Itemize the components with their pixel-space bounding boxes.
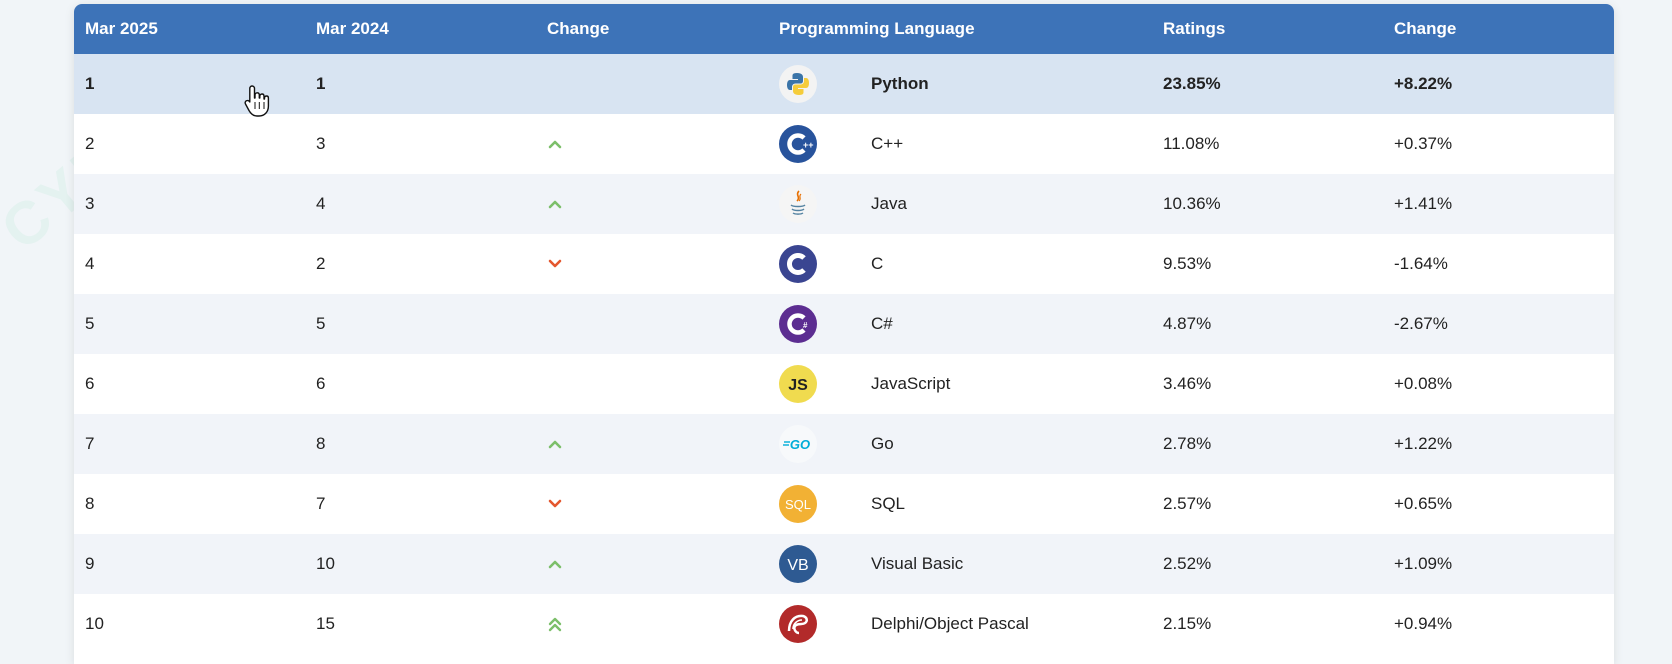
trend-double-up-icon [548, 617, 562, 632]
rating-change: +0.65% [1394, 494, 1453, 513]
header-mar-2024[interactable]: Mar 2024 [316, 19, 389, 38]
rating-change: +0.94% [1394, 614, 1453, 633]
rating-value: 9.53% [1163, 254, 1212, 273]
table-row[interactable]: 2 3 ++ C++ 11.08% +0.37% [74, 114, 1614, 174]
rank-2024: 4 [316, 194, 326, 213]
rating-change: -1.64% [1394, 254, 1448, 273]
rank-2025: 5 [85, 314, 95, 333]
rating-value: 11.08% [1163, 134, 1220, 153]
rank-2025: 1 [85, 74, 95, 93]
rating-change: +1.41% [1394, 194, 1453, 213]
rating-value: 2.57% [1163, 494, 1212, 513]
rating-value: 10.36% [1163, 194, 1221, 213]
rank-2024: 2 [316, 254, 326, 273]
rank-2024: 8 [316, 434, 326, 453]
table-row[interactable]: 3 4 Java 10.36% +1.41% [74, 174, 1614, 234]
rank-2025: 3 [85, 194, 95, 213]
language-name[interactable]: SQL [871, 494, 906, 513]
rating-value: 2.52% [1163, 554, 1212, 573]
rank-2024: 15 [316, 614, 335, 633]
delphi-icon [779, 605, 817, 643]
language-name[interactable]: JavaScript [871, 374, 951, 393]
rating-value: 23.85% [1163, 74, 1221, 93]
rank-2025: 9 [85, 554, 95, 573]
header-mar-2025[interactable]: Mar 2025 [85, 19, 158, 38]
c-icon [779, 245, 817, 283]
language-name[interactable]: Go [871, 434, 894, 453]
rank-2025: 8 [85, 494, 95, 513]
csharp-icon: # [779, 305, 817, 343]
sql-icon: SQL [779, 485, 817, 523]
rating-change: +1.22% [1394, 434, 1453, 453]
trend-down-icon [548, 259, 562, 268]
table-header: Mar 2025 Mar 2024 Change Programming Lan… [74, 4, 1614, 54]
language-name[interactable]: Delphi/Object Pascal [871, 614, 1029, 633]
svg-text:++: ++ [803, 140, 814, 150]
rank-2024: 7 [316, 494, 326, 513]
rank-2024: 5 [316, 314, 326, 333]
trend-up-icon [548, 440, 562, 449]
trend-up-icon [548, 200, 562, 209]
language-name[interactable]: C [871, 254, 884, 273]
table-row[interactable]: 8 7 SQL SQL 2.57% +0.65% [74, 474, 1614, 534]
table-row[interactable]: 9 10 VB Visual Basic 2.52% +1.09% [74, 534, 1614, 594]
rank-2024: 3 [316, 134, 326, 153]
go-icon: GO [779, 425, 817, 463]
rating-change: -2.67% [1394, 314, 1448, 333]
rating-change: +1.09% [1394, 554, 1453, 573]
language-name[interactable]: Python [871, 74, 929, 93]
table-row[interactable]: 4 2 C 9.53% -1.64% [74, 234, 1614, 294]
language-name[interactable]: Visual Basic [871, 554, 964, 573]
rank-2025: 6 [85, 374, 95, 393]
rating-value: 4.87% [1163, 314, 1212, 333]
table-row[interactable]: 1 1 Python 23.85% +8.22% [74, 54, 1614, 114]
hand-cursor-icon [244, 85, 270, 117]
language-name[interactable]: Java [871, 194, 907, 213]
svg-text:GO: GO [790, 437, 810, 452]
header-change-percent[interactable]: Change [1394, 19, 1457, 38]
table-row[interactable]: 7 8 GO Go 2.78% +1.22% [74, 414, 1614, 474]
rank-2024: 6 [316, 374, 326, 393]
rating-value: 2.78% [1163, 434, 1212, 453]
rank-2025: 10 [85, 614, 104, 633]
rating-value: 3.46% [1163, 374, 1212, 393]
svg-text:SQL: SQL [785, 497, 811, 512]
header-change[interactable]: Change [547, 19, 610, 38]
table-row[interactable]: 6 6 JS JavaScript 3.46% +0.08% [74, 354, 1614, 414]
trend-up-icon [548, 140, 562, 149]
rating-change: +8.22% [1394, 74, 1453, 93]
rank-2025: 2 [85, 134, 95, 153]
svg-text:VB: VB [787, 557, 808, 574]
trend-down-icon [548, 499, 562, 508]
rank-2024: 10 [316, 554, 335, 573]
rating-change: +0.37% [1394, 134, 1453, 153]
visualbasic-icon: VB [779, 545, 817, 583]
svg-text:#: # [803, 321, 808, 330]
rank-2025: 7 [85, 434, 95, 453]
language-name[interactable]: C# [871, 314, 893, 333]
java-icon [779, 185, 817, 223]
header-ratings[interactable]: Ratings [1163, 19, 1226, 38]
table-row[interactable]: 10 15 Delphi/Object Pascal 2.15% +0.94% [74, 594, 1614, 654]
rating-value: 2.15% [1163, 614, 1212, 633]
header-programming-language[interactable]: Programming Language [779, 19, 975, 38]
svg-text:JS: JS [788, 377, 808, 394]
javascript-icon: JS [779, 365, 817, 403]
language-ranking-table: Mar 2025 Mar 2024 Change Programming Lan… [74, 4, 1614, 664]
python-icon [779, 65, 817, 103]
language-name[interactable]: C++ [871, 134, 904, 153]
table-row[interactable]: 5 5 # C# 4.87% -2.67% [74, 294, 1614, 354]
rank-2024: 1 [316, 74, 326, 93]
rating-change: +0.08% [1394, 374, 1453, 393]
cplusplus-icon: ++ [779, 125, 817, 163]
rank-2025: 4 [85, 254, 95, 273]
trend-up-icon [548, 560, 562, 569]
